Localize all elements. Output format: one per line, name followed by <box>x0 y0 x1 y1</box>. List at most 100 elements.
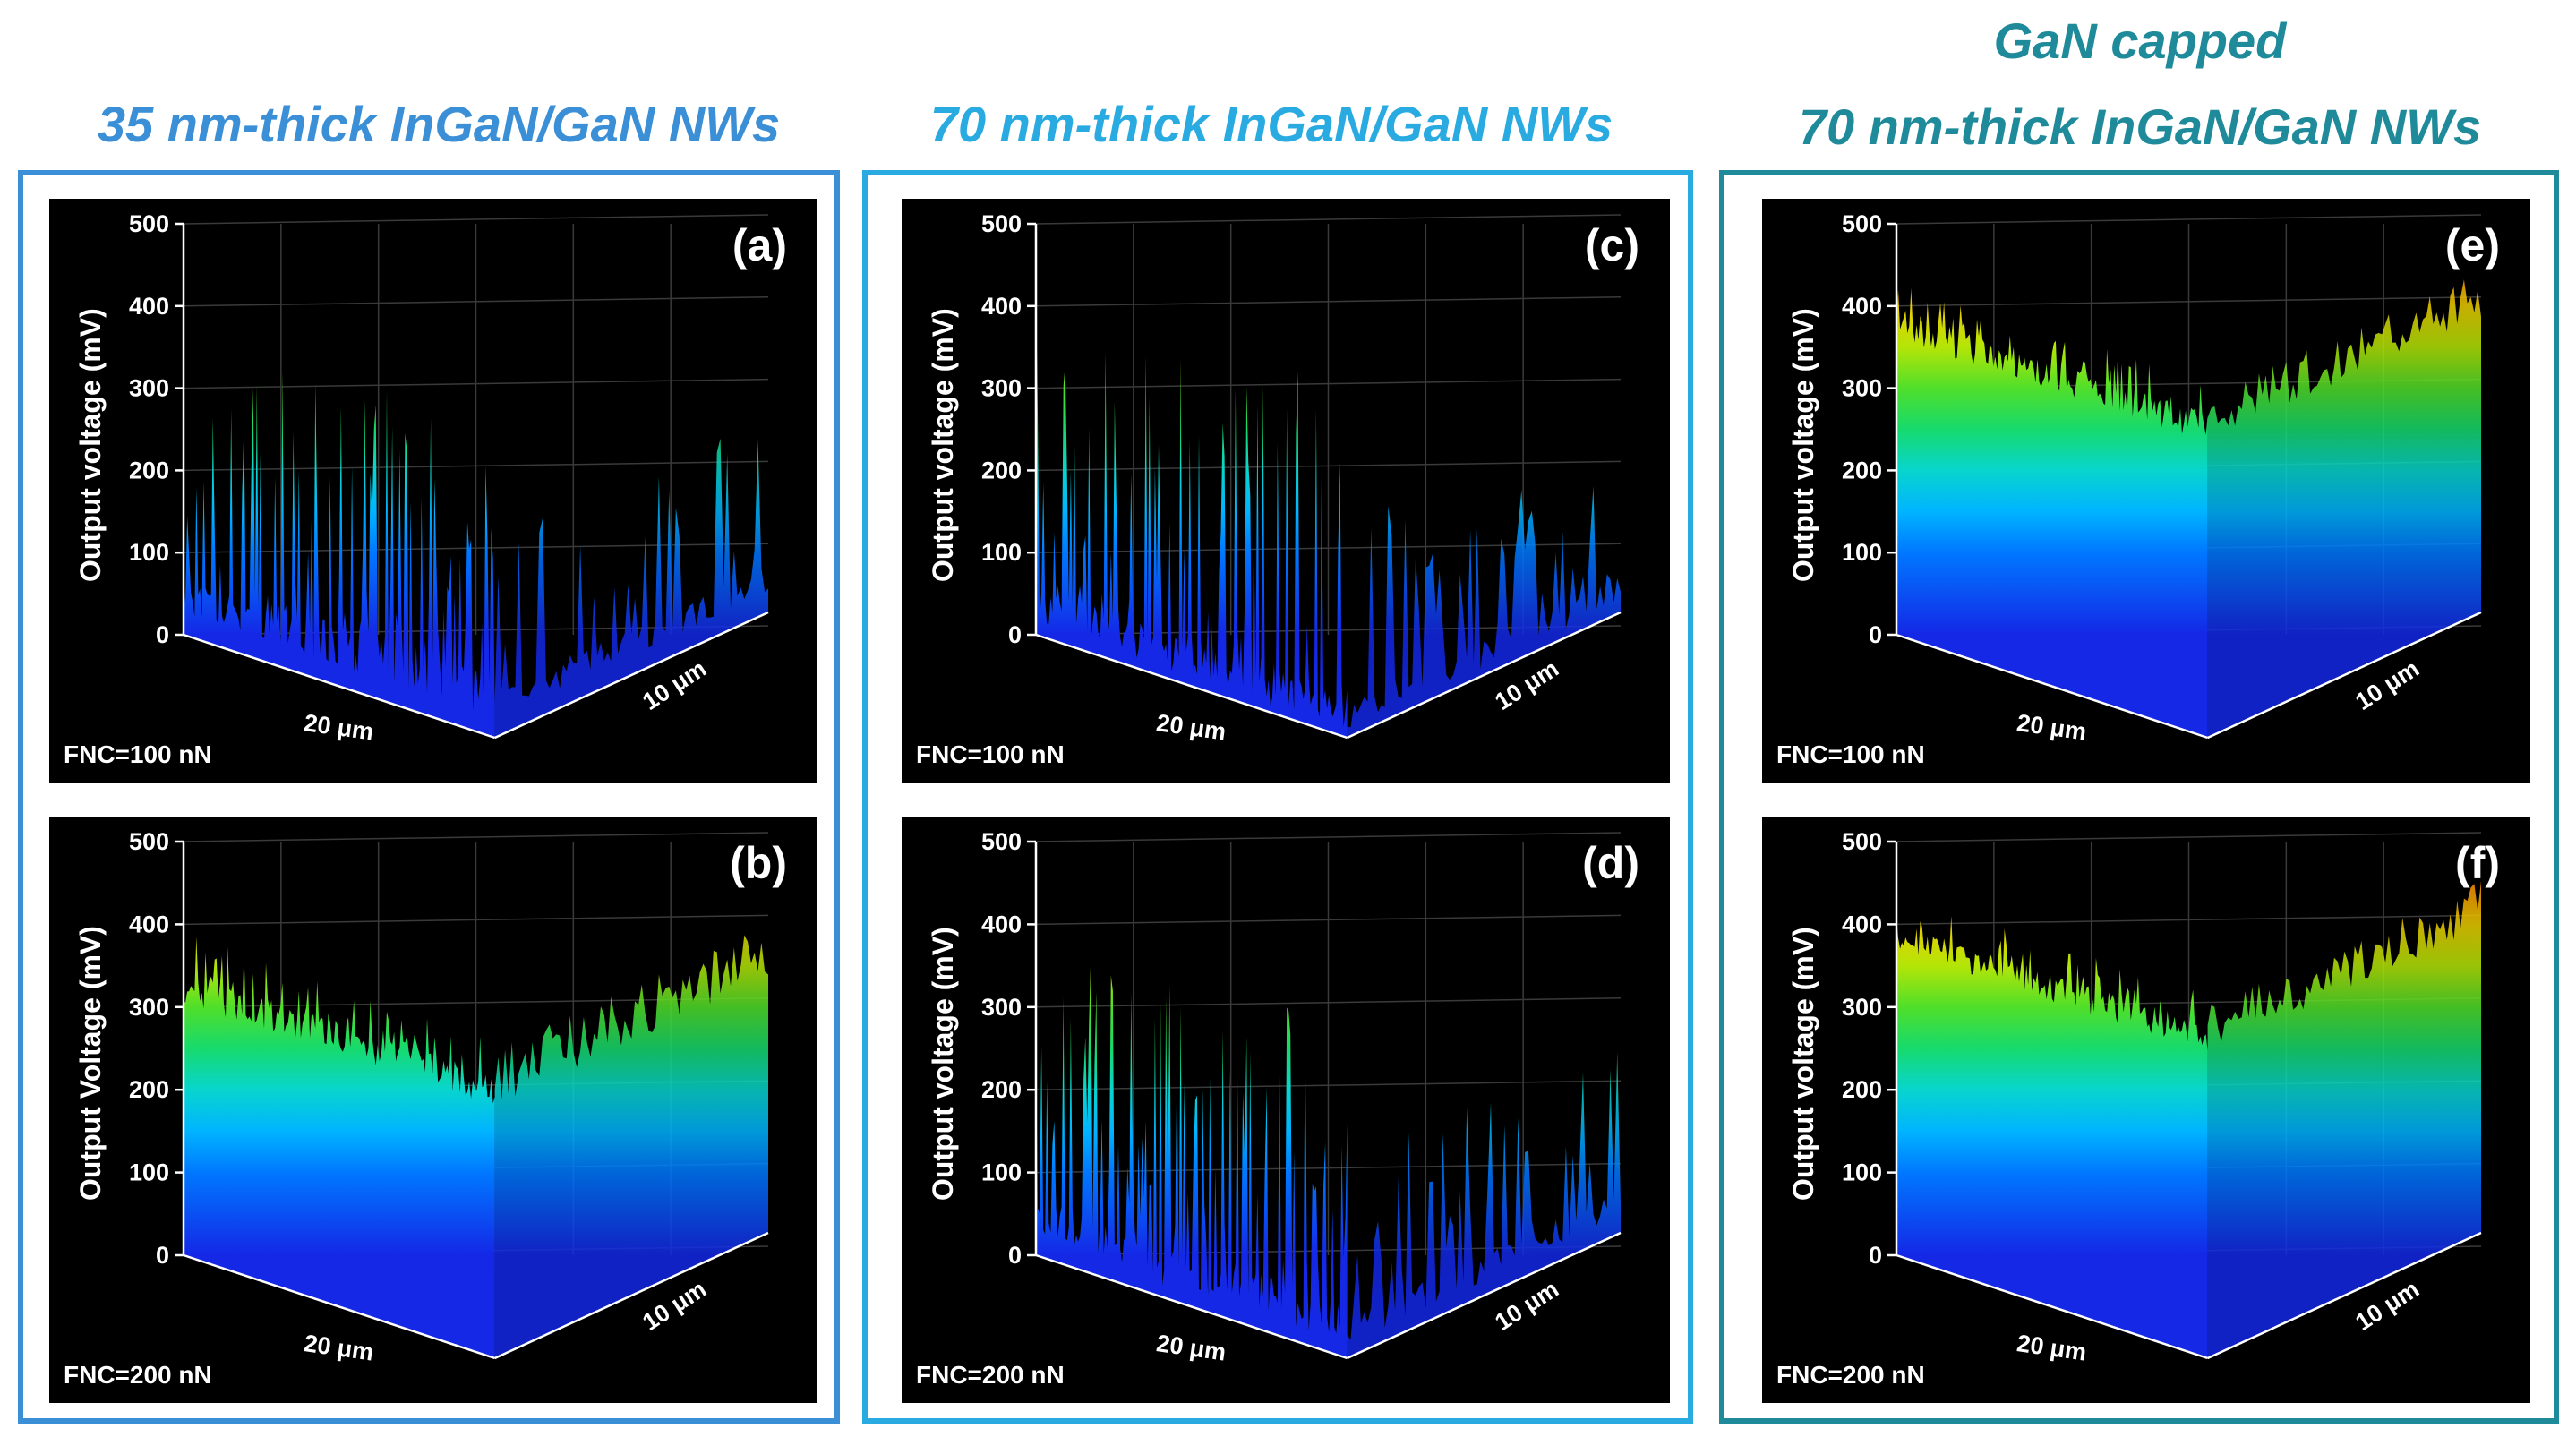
tick-label: 100 <box>981 539 1022 566</box>
force-annotation: FNC=200 nN <box>1776 1361 1925 1389</box>
surface-front-face <box>1036 284 1348 738</box>
x-axis <box>1035 1253 1348 1360</box>
y-axis <box>2207 1231 2482 1360</box>
tick-label: 100 <box>129 539 169 566</box>
x-axis <box>1896 1253 2209 1360</box>
column-title-line: 70 nm-thick InGaN/GaN NWs <box>929 96 1613 152</box>
surface <box>1036 957 1621 1358</box>
x-axis <box>1035 633 1348 740</box>
y-axis <box>494 1231 769 1360</box>
surface-side-face <box>494 935 768 1358</box>
tick-label: 500 <box>1842 210 1882 237</box>
panel-b: 0 100 200 300 400 500 20 μm 10 μm Output Voltag… <box>49 817 817 1403</box>
y-axis-label: Output voltage (mV) <box>1787 307 1819 582</box>
column-title-line: 35 nm-thick InGaN/GaN NWs <box>97 96 781 152</box>
tick-label: 0 <box>156 621 169 648</box>
surface-front-face <box>1896 915 2208 1358</box>
tick-label: 200 <box>1842 457 1882 483</box>
tick-label: 100 <box>129 1159 169 1186</box>
tick-label: 400 <box>129 911 169 937</box>
tick-label: 500 <box>129 828 169 855</box>
tick-label: 300 <box>981 994 1022 1021</box>
x-axis-label: 20 μm <box>1155 1330 1228 1366</box>
panel-letter: (d) <box>1582 838 1639 888</box>
gridlines <box>1035 832 1622 1256</box>
panel-letter: (c) <box>1584 220 1639 270</box>
y-axis-label: Output voltage (mV) <box>927 307 959 582</box>
tick-label: 500 <box>129 210 169 237</box>
gridline <box>183 832 769 842</box>
y-axis-label: Output voltage (mV) <box>74 307 107 582</box>
tick-label: 100 <box>1842 539 1882 566</box>
tick-label: 0 <box>1008 621 1022 648</box>
tick-label: 400 <box>981 293 1022 320</box>
tick-label: 200 <box>981 457 1022 483</box>
panel-a: 0 100 200 300 400 500 20 μm 10 μm Output voltag… <box>49 199 817 783</box>
column-frame-70nm <box>862 170 1693 1424</box>
x-axis <box>183 633 496 740</box>
panel-f: 0 100 200 300 400 500 20 μm 10 μm Output voltag… <box>1762 817 2530 1403</box>
panel-c: 0 100 200 300 400 500 20 μm 10 μm Output voltag… <box>902 199 1670 783</box>
surface <box>1896 880 2481 1358</box>
panel-letter: (e) <box>2444 220 2500 270</box>
y-axis-label: Output Voltage (mV) <box>74 926 107 1201</box>
tick-label: 200 <box>129 1076 169 1103</box>
tick-label: 0 <box>1869 621 1882 648</box>
surface-front-face <box>1036 957 1348 1358</box>
column-title-70nm: 70 nm-thick InGaN/GaN NWs <box>860 94 1683 155</box>
x-axis <box>1896 633 2209 740</box>
surface-front-face <box>184 937 495 1358</box>
surface-side-face <box>2207 880 2481 1358</box>
x-axis-label: 20 μm <box>2015 1330 2088 1366</box>
tick-label: 100 <box>1842 1159 1882 1186</box>
tick-label: 0 <box>1869 1242 1882 1269</box>
surface-front-face <box>184 372 495 738</box>
column-title-line: 70 nm-thick InGaN/GaN NWs <box>1798 98 2482 155</box>
tick-label: 300 <box>129 375 169 402</box>
y-axis <box>1347 1231 1622 1360</box>
axes <box>182 224 769 740</box>
tick-label: 0 <box>1008 1242 1022 1269</box>
surface-side-face <box>2207 279 2481 738</box>
axes <box>1034 842 1622 1360</box>
x-axis <box>183 1253 496 1360</box>
x-axis-label: 20 μm <box>303 709 375 746</box>
surface <box>1036 284 1621 738</box>
force-annotation: FNC=200 nN <box>64 1361 212 1389</box>
surface <box>184 935 768 1358</box>
force-annotation: FNC=100 nN <box>1776 740 1925 768</box>
column-frame-gan-capped <box>1719 170 2559 1424</box>
panel-letter: (b) <box>730 838 787 888</box>
tick-label: 500 <box>1842 828 1882 855</box>
tick-label: 300 <box>129 994 169 1021</box>
surface-side-face <box>1347 1052 1621 1358</box>
x-axis-label: 20 μm <box>2015 709 2088 746</box>
panel-e: 0 100 200 300 400 500 20 μm 10 μm Output voltag… <box>1762 199 2530 783</box>
tick-label: 300 <box>981 375 1022 402</box>
gridline <box>1035 832 1622 842</box>
surface-side-face <box>494 438 768 738</box>
axes <box>182 842 769 1360</box>
y-axis <box>1347 611 1622 740</box>
tick-label: 400 <box>1842 293 1882 320</box>
column-title-gan-capped: GaN capped 70 nm-thick InGaN/GaN NWs <box>1719 11 2561 158</box>
y-axis <box>2207 611 2482 740</box>
panel-letter: (a) <box>732 220 787 270</box>
tick-label: 400 <box>981 911 1022 937</box>
axes <box>1034 224 1622 740</box>
panel-letter: (f) <box>2455 838 2500 888</box>
tick-label: 100 <box>981 1159 1022 1186</box>
tick-label: 300 <box>1842 994 1882 1021</box>
column-frame-35nm <box>18 170 840 1424</box>
force-annotation: FNC=100 nN <box>916 740 1065 768</box>
surface <box>1896 279 2481 738</box>
x-axis-label: 20 μm <box>303 1330 375 1366</box>
tick-label: 200 <box>981 1076 1022 1103</box>
force-annotation: FNC=200 nN <box>916 1361 1065 1389</box>
tick-label: 200 <box>129 457 169 483</box>
